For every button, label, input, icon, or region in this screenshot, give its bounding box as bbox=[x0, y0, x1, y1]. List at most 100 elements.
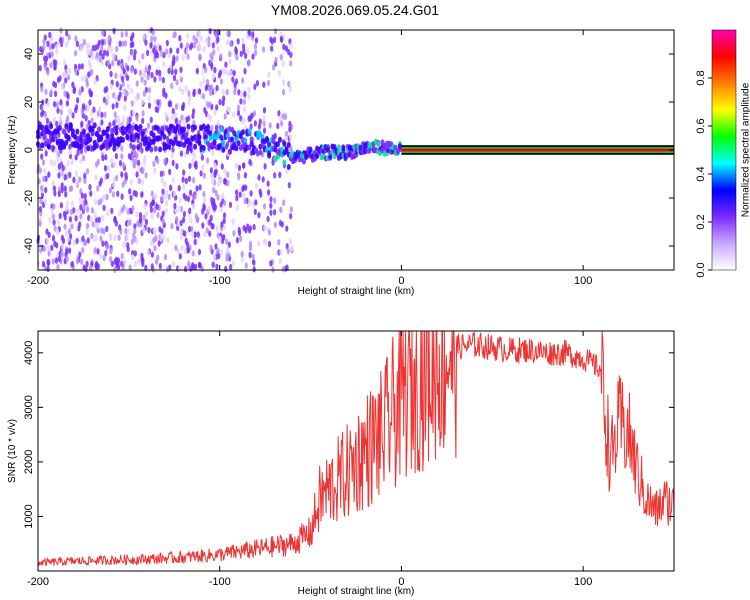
spectrogram-ridge-cell bbox=[114, 125, 119, 131]
spectrogram-cell bbox=[66, 38, 70, 46]
spectrogram-cell bbox=[125, 90, 129, 97]
spectrogram-cell bbox=[130, 66, 134, 74]
spectrogram-cell bbox=[218, 69, 222, 76]
spectrogram-cell bbox=[156, 99, 160, 106]
spectrogram-ridge-cell bbox=[286, 141, 291, 148]
spectrogram-cell bbox=[127, 55, 131, 62]
spectrogram-cell bbox=[153, 76, 157, 83]
spectrogram-cell bbox=[127, 153, 131, 160]
spectrogram-cell bbox=[102, 228, 106, 235]
spectrogram-cell bbox=[277, 110, 281, 117]
spectrogram-cell bbox=[202, 190, 206, 198]
spectrogram-cell bbox=[150, 251, 154, 258]
spectrogram-cell bbox=[39, 103, 43, 111]
spectrogram-cell bbox=[207, 84, 211, 92]
spectrogram-cell bbox=[210, 62, 214, 69]
spectrogram-cell bbox=[161, 188, 165, 195]
y-tick-label: -20 bbox=[23, 190, 35, 206]
spectrogram-cell bbox=[158, 262, 162, 270]
spectrogram-cell bbox=[135, 171, 139, 178]
spectrogram-cell bbox=[193, 193, 197, 200]
spectrogram-cell bbox=[68, 68, 72, 75]
spectrogram-cell bbox=[208, 27, 212, 35]
spectrogram-cell bbox=[143, 203, 147, 210]
spectrogram-ridge-cell bbox=[153, 145, 158, 152]
spectrogram-cell bbox=[113, 161, 117, 168]
spectrogram-cell bbox=[216, 194, 220, 201]
spectrogram-cell bbox=[192, 177, 196, 184]
spectrogram-ridge-cell bbox=[260, 133, 265, 140]
spectrogram-cell bbox=[213, 66, 217, 74]
spectrogram-cell bbox=[195, 88, 199, 95]
spectrogram-cell bbox=[181, 54, 185, 61]
spectrogram-cell bbox=[267, 189, 271, 196]
spectrogram-cell bbox=[209, 52, 213, 59]
spectrogram-ridge-cell bbox=[42, 134, 47, 141]
spectrogram-cell bbox=[253, 120, 257, 127]
spectrogram-cell bbox=[52, 116, 57, 124]
spectrogram-cell bbox=[117, 59, 121, 66]
spectrogram-ridge-cell bbox=[188, 145, 193, 151]
spectrogram-cell bbox=[138, 217, 142, 224]
spectrogram-cell bbox=[72, 176, 76, 183]
spectrogram-cell bbox=[105, 50, 109, 57]
spectrogram-cell bbox=[257, 212, 261, 219]
spectrogram-ridge-cell bbox=[341, 147, 346, 154]
spectrogram-cell bbox=[285, 264, 289, 271]
spectrogram-cell bbox=[277, 239, 281, 246]
spectrogram-cell bbox=[163, 253, 168, 261]
spectrogram-cell bbox=[213, 254, 217, 261]
spectrogram-cell bbox=[94, 174, 98, 181]
spectrogram-cell bbox=[232, 69, 236, 77]
spectrogram-cell bbox=[288, 85, 292, 93]
spectrogram-cell bbox=[106, 94, 110, 101]
spectrogram-cell bbox=[155, 203, 159, 210]
spectrogram-cell bbox=[217, 253, 221, 260]
spectrogram-cell bbox=[42, 245, 47, 252]
spectrogram-cell bbox=[120, 145, 124, 152]
spectrogram-cell bbox=[42, 38, 46, 45]
spectrogram-marks bbox=[36, 27, 674, 273]
spectrogram-cell bbox=[105, 243, 109, 250]
spectrogram-ridge-cell bbox=[282, 140, 287, 147]
spectrogram-cell bbox=[282, 79, 286, 86]
spectrogram-cell bbox=[156, 157, 160, 165]
spectrogram-cell bbox=[120, 171, 124, 178]
spectrogram-cell bbox=[110, 157, 114, 164]
spectrogram-cell bbox=[282, 43, 286, 50]
spectrogram-cell bbox=[209, 89, 213, 97]
spectrogram-cell bbox=[208, 230, 212, 237]
spectrogram-cell bbox=[284, 130, 289, 137]
spectrogram-cell bbox=[144, 66, 148, 73]
spectrogram-ridge-cell bbox=[114, 129, 119, 136]
spectrogram-cell bbox=[123, 258, 127, 265]
spectrogram-ridge-cell bbox=[90, 130, 95, 137]
spectrogram-cell bbox=[183, 151, 187, 158]
spectrogram-cell bbox=[41, 109, 45, 116]
spectrogram-cell bbox=[137, 166, 141, 173]
spectrogram-cell bbox=[231, 259, 236, 267]
spectrogram-cell bbox=[244, 52, 248, 60]
snr-y-ticks: 1000 2000 3000 4000 bbox=[23, 341, 674, 529]
spectrogram-cell bbox=[177, 185, 181, 192]
spectrogram-cell bbox=[257, 174, 261, 181]
spectrogram-cell bbox=[46, 69, 50, 76]
spectrogram-cell bbox=[155, 69, 159, 76]
spectrogram-cell bbox=[81, 247, 85, 254]
spectrogram-cell bbox=[237, 89, 241, 96]
colorbar-tick-label: 0.8 bbox=[695, 70, 707, 85]
spectrogram-cell bbox=[106, 210, 110, 217]
spectrogram-ridge-cell bbox=[66, 134, 71, 141]
spectrogram-cell bbox=[116, 259, 120, 267]
spectrogram-cell bbox=[184, 194, 188, 202]
spectrogram-cell bbox=[192, 88, 197, 96]
spectrogram-cell bbox=[225, 88, 229, 96]
spectrogram-cell bbox=[171, 261, 176, 268]
spectrogram-cell bbox=[262, 120, 266, 127]
spectrogram-ridge-cell bbox=[219, 134, 224, 141]
spectrogram-cell bbox=[133, 223, 137, 230]
spectrogram-cell bbox=[114, 152, 118, 160]
colorbar: 0.0 0.2 0.4 0.6 0.8 Normalized spectral ampl… bbox=[695, 29, 750, 278]
spectrogram-cell bbox=[46, 40, 50, 47]
